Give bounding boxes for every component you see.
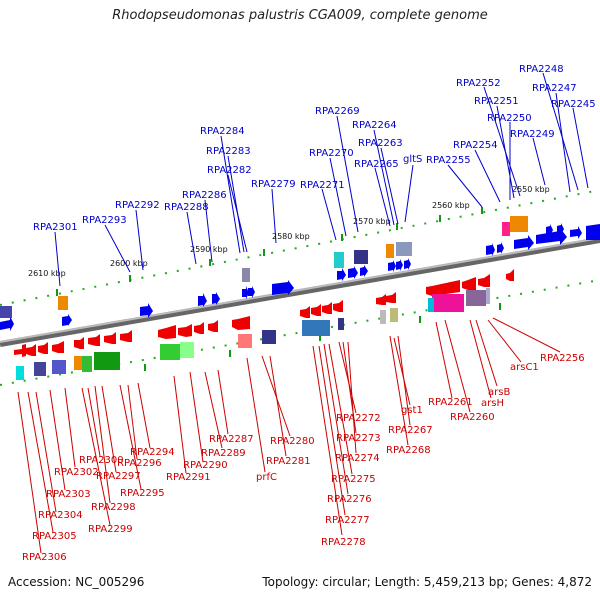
gene-label: RPA2260 <box>450 412 495 423</box>
gene-label: RPA2248 <box>519 64 564 75</box>
gene-label: RPA2279 <box>251 179 296 190</box>
gene-label: RPA2245 <box>551 99 596 110</box>
gene-label: RPA2263 <box>358 138 403 149</box>
gene-label: RPA2247 <box>532 83 577 94</box>
gene-label: arsC1 <box>510 362 539 373</box>
gene-label: RPA2249 <box>510 129 555 140</box>
gene-label: RPA2250 <box>487 113 532 124</box>
gene-label: arsB <box>488 387 510 398</box>
gene-label: RPA2254 <box>453 140 498 151</box>
reverse-genes <box>14 269 514 357</box>
gene-label: RPA2252 <box>456 78 501 89</box>
tick-label: 2600 kbp <box>110 259 148 268</box>
gene-label: RPA2271 <box>300 180 345 191</box>
gene-label: RPA2280 <box>270 436 315 447</box>
gene-label: RPA2290 <box>183 460 228 471</box>
forward-labels: RPA2248 RPA2252 RPA2247 RPA2251 RPA2245 … <box>33 64 596 233</box>
gene-label: RPA2255 <box>426 155 471 166</box>
gene-label: RPA2301 <box>33 222 78 233</box>
ruler-upper <box>0 189 600 306</box>
gene-label: RPA2251 <box>474 96 519 107</box>
gene-label: RPA2277 <box>325 515 370 526</box>
accession-text: Accession: NC_005296 <box>8 575 145 589</box>
gene-label: prfC <box>256 472 277 483</box>
gene-label: RPA2291 <box>166 472 211 483</box>
gene-label: RPA2267 <box>388 425 433 436</box>
gene-label: RPA2273 <box>336 433 381 444</box>
gene-label: RPA2264 <box>352 120 397 131</box>
map-title: Rhodopseudomonas palustris CGA009, compl… <box>112 8 488 23</box>
gene-label: RPA2289 <box>201 448 246 459</box>
tick-label: 2590 kbp <box>190 245 228 254</box>
gene-label: RPA2294 <box>130 447 175 458</box>
backbone <box>0 237 600 347</box>
gene-label: RPA2296 <box>117 458 162 469</box>
gene-label: RPA2275 <box>331 474 376 485</box>
tick-label: 2610 kbp <box>28 269 66 278</box>
gene-label: RPA2256 <box>540 353 585 364</box>
gene-label: RPA2276 <box>327 494 372 505</box>
gene-label: RPA2284 <box>200 126 245 137</box>
gene-label: gltS <box>403 154 422 165</box>
gene-label: RPA2278 <box>321 537 366 548</box>
gene-label: RPA2287 <box>209 434 254 445</box>
gene-label: RPA2303 <box>46 489 91 500</box>
reverse-labels: RPA2256 arsC1 arsB arsH RPA2261 RPA2260 … <box>22 353 585 563</box>
gene-label: RPA2293 <box>82 215 127 226</box>
gene-label: RPA2282 <box>207 165 252 176</box>
gene-label: RPA2261 <box>428 397 473 408</box>
gene-label: RPA2288 <box>164 202 209 213</box>
feature-boxes <box>0 216 528 380</box>
forward-genes <box>0 223 600 331</box>
tick-labels: 2550 kbp 2560 kbp 2570 kbp 2580 kbp 2590… <box>28 185 550 278</box>
gene-label: RPA2274 <box>335 453 380 464</box>
gene-label: RPA2304 <box>38 510 83 521</box>
gene-label: arsH <box>481 398 504 409</box>
gene-label: RPA2281 <box>266 456 311 467</box>
gene-label: RPA2305 <box>32 531 77 542</box>
gene-label: RPA2269 <box>315 106 360 117</box>
gene-label: RPA2283 <box>206 146 251 157</box>
reverse-leaders <box>17 317 561 554</box>
gene-label: RPA2298 <box>91 502 136 513</box>
gene-label: RPA2299 <box>88 524 133 535</box>
gene-label: RPA2300 <box>79 455 124 466</box>
gene-label: RPA2297 <box>96 471 141 482</box>
gene-label: gst1 <box>401 405 423 416</box>
tick-label: 2580 kbp <box>272 232 310 241</box>
tick-label: 2570 kbp <box>353 217 391 226</box>
gene-label: RPA2306 <box>22 552 67 563</box>
gene-label: RPA2270 <box>309 148 354 159</box>
gene-label: RPA2265 <box>354 159 399 170</box>
gene-label: RPA2272 <box>336 413 381 424</box>
tick-label: 2550 kbp <box>512 185 550 194</box>
gene-label: RPA2295 <box>120 488 165 499</box>
gene-label: RPA2292 <box>115 200 160 211</box>
gene-label: RPA2268 <box>386 445 431 456</box>
gene-label: RPA2302 <box>54 467 99 478</box>
gene-label: RPA2286 <box>182 190 227 201</box>
topology-summary: Topology: circular; Length: 5,459,213 bp… <box>262 575 592 589</box>
tick-label: 2560 kbp <box>432 201 470 210</box>
forward-leaders <box>54 72 589 287</box>
